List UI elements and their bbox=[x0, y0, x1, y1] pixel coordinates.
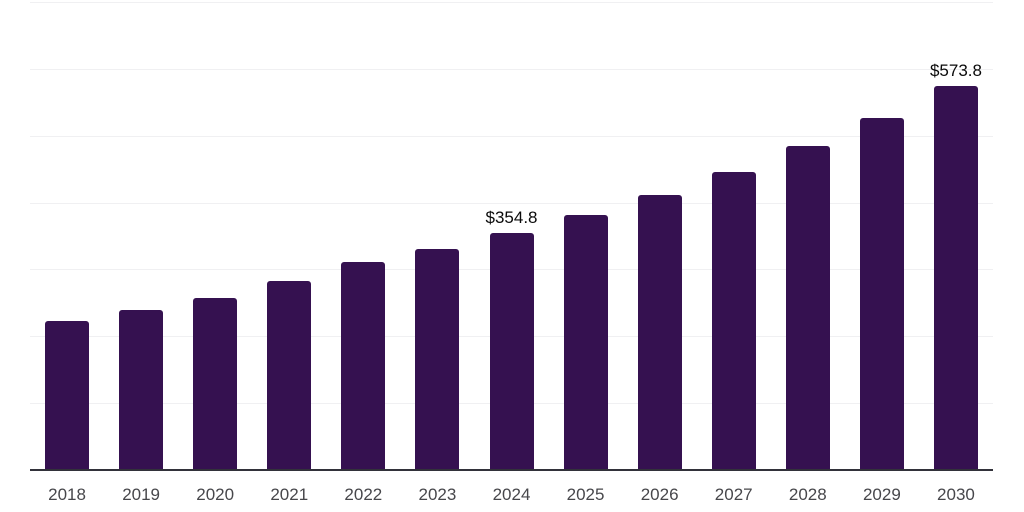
x-tick-label-2021: 2021 bbox=[270, 485, 309, 504]
gridline-500 bbox=[30, 135, 993, 137]
bar-2029 bbox=[859, 118, 904, 470]
bar-2024 bbox=[489, 232, 534, 470]
x-tick-label-2029: 2029 bbox=[862, 485, 901, 504]
x-tick-label-2018: 2018 bbox=[48, 485, 86, 504]
bar-2030 bbox=[933, 86, 978, 470]
bar-2022 bbox=[341, 262, 386, 470]
x-tick-label-2022: 2022 bbox=[344, 485, 383, 504]
x-tick-label-2024: 2024 bbox=[492, 485, 531, 504]
x-tick-label-2020: 2020 bbox=[196, 485, 235, 504]
bar-2018 bbox=[45, 320, 90, 470]
bar-2019 bbox=[119, 310, 164, 470]
gridline-400 bbox=[30, 202, 993, 204]
bar-2023 bbox=[415, 248, 460, 470]
x-tick-label-2025: 2025 bbox=[566, 485, 605, 504]
bar-2026 bbox=[637, 194, 682, 470]
gridline-600 bbox=[30, 68, 993, 70]
x-tick-label-2030: 2030 bbox=[937, 485, 975, 504]
bar-2021 bbox=[267, 280, 312, 470]
bar-2025 bbox=[563, 214, 608, 470]
x-tick-label-2027: 2027 bbox=[714, 485, 753, 504]
x-tick-label-2019: 2019 bbox=[122, 485, 161, 504]
bar-2028 bbox=[785, 146, 830, 470]
bar-value-label-2024: $354.8 bbox=[485, 207, 538, 227]
bar-2027 bbox=[711, 172, 756, 470]
x-tick-label-2026: 2026 bbox=[640, 485, 679, 504]
bar-2020 bbox=[193, 298, 238, 470]
x-tick-label-2028: 2028 bbox=[788, 485, 827, 504]
gridline-700 bbox=[30, 2, 993, 3]
x-axis-line bbox=[30, 469, 993, 471]
x-tick-label-2023: 2023 bbox=[418, 485, 457, 504]
bar-value-label-2030: $573.8 bbox=[929, 61, 982, 81]
